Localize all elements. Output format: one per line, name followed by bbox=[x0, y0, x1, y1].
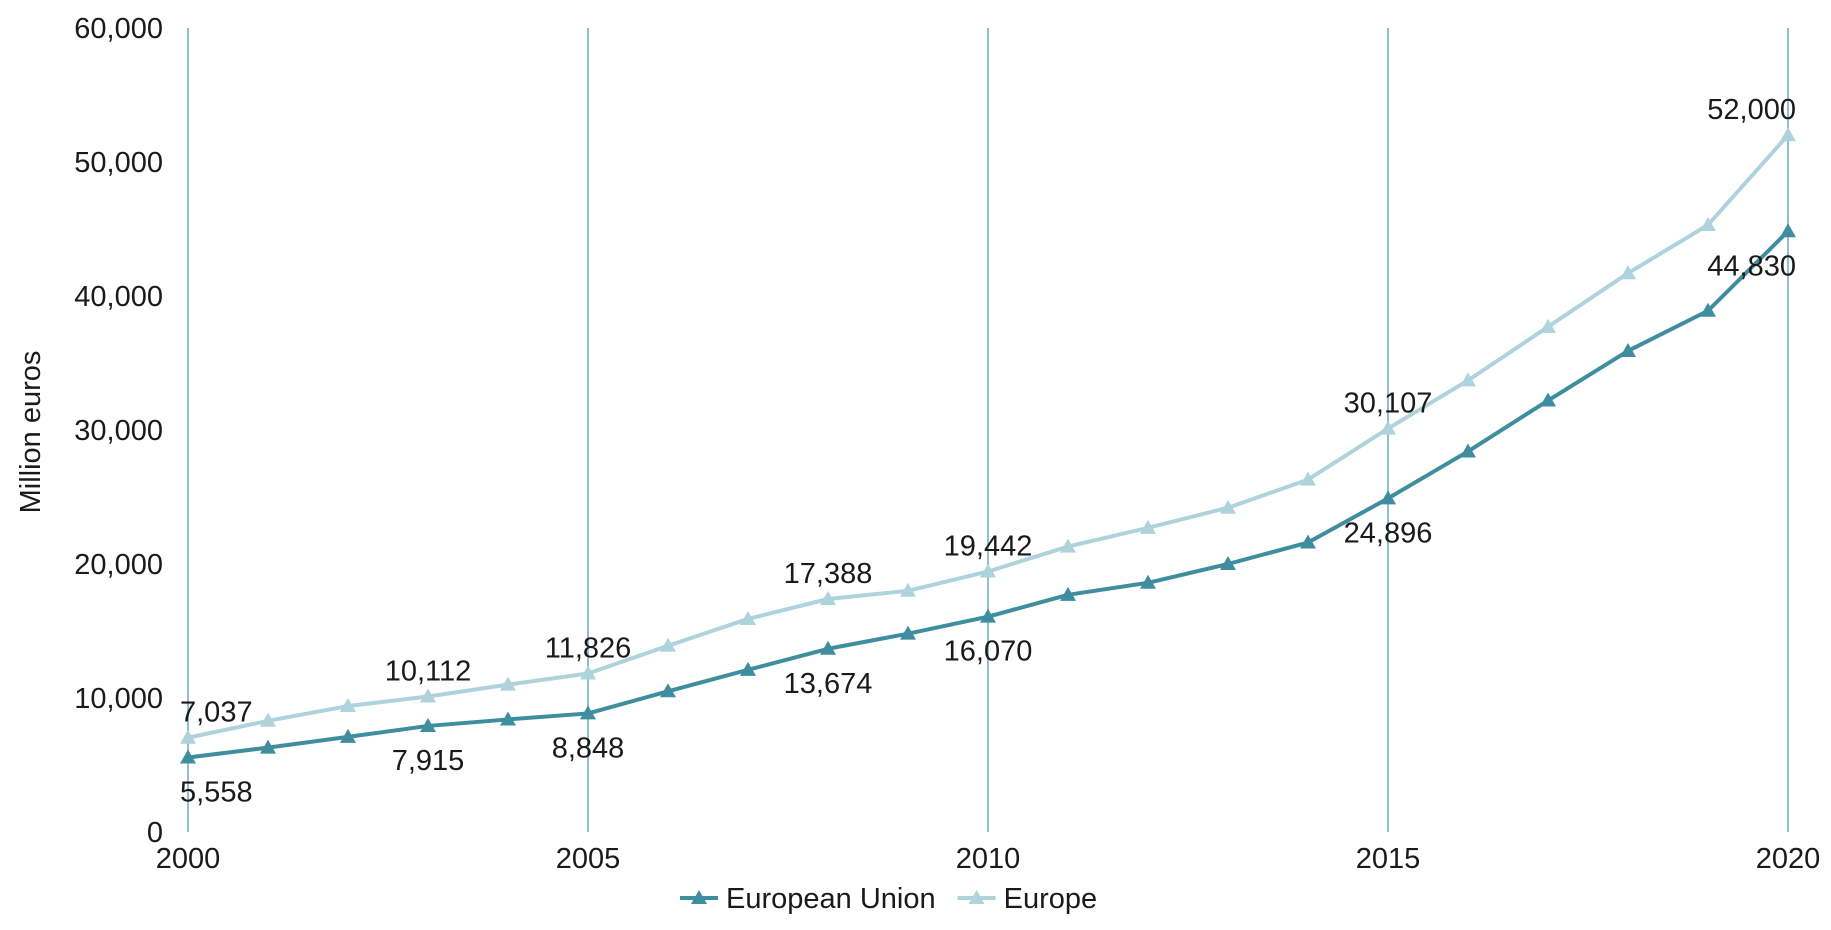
series-point bbox=[900, 582, 916, 597]
series-point bbox=[1380, 490, 1396, 505]
series-point bbox=[260, 712, 276, 727]
y-tick-label: 40,000 bbox=[74, 281, 163, 313]
legend-marker bbox=[691, 890, 707, 904]
series-point bbox=[1620, 342, 1636, 357]
series-point bbox=[180, 729, 196, 744]
series-point bbox=[1220, 499, 1236, 514]
data-label: 16,070 bbox=[944, 636, 1033, 668]
series-point bbox=[900, 625, 916, 640]
data-label: 24,896 bbox=[1344, 517, 1433, 549]
data-label: 52,000 bbox=[1707, 94, 1796, 126]
grid-layer bbox=[187, 28, 1789, 832]
data-label: 11,826 bbox=[545, 633, 632, 665]
series-point bbox=[1300, 471, 1316, 486]
series-point bbox=[1380, 420, 1396, 435]
data-label: 13,674 bbox=[784, 668, 873, 700]
series-point bbox=[500, 711, 516, 726]
series-point bbox=[1540, 392, 1556, 407]
data-label: 44,830 bbox=[1707, 250, 1796, 282]
series-point bbox=[1460, 372, 1476, 387]
data-label: 7,915 bbox=[392, 745, 465, 777]
series-point bbox=[1220, 556, 1236, 570]
data-label: 19,442 bbox=[944, 530, 1033, 562]
series-point bbox=[1060, 586, 1076, 601]
legend-label: European Union bbox=[726, 883, 936, 915]
series-point bbox=[1700, 216, 1716, 231]
series-layer bbox=[180, 127, 1796, 764]
y-tick-label: 60,000 bbox=[74, 13, 163, 45]
data-label: 5,558 bbox=[180, 777, 253, 809]
x-tick-label: 2010 bbox=[956, 843, 1021, 875]
series-point bbox=[1620, 265, 1636, 280]
series-point bbox=[660, 637, 676, 652]
series-point bbox=[420, 688, 436, 703]
y-tick-label: 20,000 bbox=[74, 549, 163, 581]
series-point bbox=[1460, 443, 1476, 458]
series-point bbox=[500, 676, 516, 691]
series-point bbox=[1700, 302, 1716, 317]
series-point bbox=[260, 739, 276, 754]
data-label: 7,037 bbox=[180, 697, 253, 729]
data-label: 10,112 bbox=[385, 655, 472, 687]
series-point bbox=[1140, 574, 1156, 589]
data-label: 8,848 bbox=[552, 732, 625, 764]
legend-label: Europe bbox=[1004, 883, 1098, 915]
series-point bbox=[1300, 534, 1316, 549]
x-axis: 2000 2005 2010 2015 2020 bbox=[156, 843, 1821, 875]
series-point bbox=[1540, 318, 1556, 333]
x-tick-label: 2020 bbox=[1756, 843, 1821, 875]
data-label: 17,388 bbox=[784, 558, 873, 590]
y-tick-label: 30,000 bbox=[74, 415, 163, 447]
series-point bbox=[980, 563, 996, 578]
y-tick-label: 0 bbox=[147, 817, 163, 849]
x-tick-label: 2005 bbox=[556, 843, 621, 875]
x-tick-label: 2000 bbox=[156, 843, 221, 875]
y-tick-label: 10,000 bbox=[74, 683, 163, 715]
series-point bbox=[420, 717, 436, 732]
series-point bbox=[180, 749, 196, 764]
y-axis-title: Million euros bbox=[15, 351, 47, 514]
x-tick-label: 2015 bbox=[1356, 843, 1421, 875]
series-point bbox=[1780, 223, 1796, 238]
series-point bbox=[980, 608, 996, 623]
series-point bbox=[820, 640, 836, 655]
series-point bbox=[820, 591, 836, 606]
series-point bbox=[740, 661, 756, 676]
y-axis: 0 10,000 20,000 30,000 40,000 50,000 60,000 bbox=[74, 13, 163, 849]
series-point bbox=[580, 705, 596, 720]
series-point bbox=[660, 683, 676, 698]
series-point bbox=[740, 610, 756, 625]
series-point bbox=[1140, 519, 1156, 534]
series-point bbox=[1780, 127, 1796, 142]
data-labels: 5,558 7,915 8,848 13,674 16,070 24,896 44,830 7… bbox=[180, 94, 1796, 808]
series-point bbox=[340, 728, 356, 743]
series-point bbox=[1060, 538, 1076, 553]
series-point bbox=[340, 698, 356, 713]
legend: European Union Europe bbox=[680, 883, 1097, 915]
data-label: 30,107 bbox=[1344, 388, 1433, 420]
y-tick-label: 50,000 bbox=[74, 147, 163, 179]
series-point bbox=[580, 665, 596, 680]
legend-marker bbox=[968, 890, 985, 904]
